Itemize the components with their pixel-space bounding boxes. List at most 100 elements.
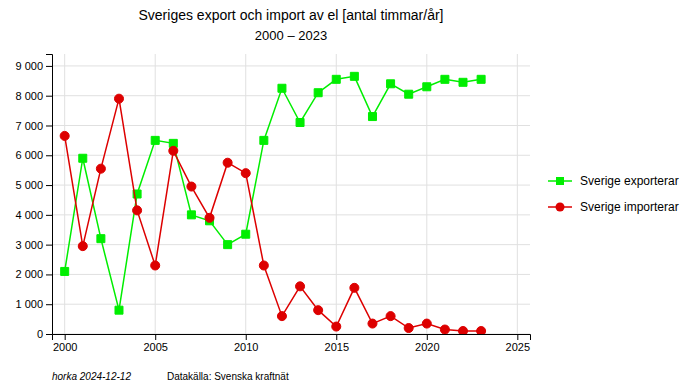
tick-label: 7 000 — [15, 120, 43, 132]
marker — [423, 83, 431, 91]
legend-label: Sverige exporterar — [580, 174, 679, 188]
legend-item: Sverige importerar — [548, 200, 679, 214]
tick: 2005 — [143, 334, 167, 353]
tick: 1 000 — [15, 298, 52, 310]
tick-label: 6 000 — [15, 149, 43, 161]
marker — [242, 230, 250, 238]
marker — [151, 136, 159, 144]
plot: 20002005201020152020202501 0002 0003 000… — [15, 54, 530, 353]
marker — [459, 78, 467, 86]
grid-line — [336, 54, 337, 334]
marker — [241, 169, 250, 178]
tick: 0 — [37, 328, 52, 340]
marker — [477, 75, 485, 83]
grid-line — [64, 54, 65, 334]
grid-line — [426, 54, 427, 334]
tick: 6 000 — [15, 149, 52, 161]
tick-mark — [46, 96, 52, 97]
grid-line — [52, 95, 530, 96]
marker — [79, 154, 87, 162]
tick-mark — [46, 334, 52, 335]
marker — [96, 164, 105, 173]
tick: 4 000 — [15, 209, 52, 221]
tick-mark — [46, 245, 52, 246]
tick: 3 000 — [15, 239, 52, 251]
marker — [169, 146, 178, 155]
marker — [296, 119, 304, 127]
tick-mark — [246, 334, 247, 340]
tick: 2020 — [415, 334, 439, 353]
tick-label: 2010 — [234, 341, 258, 353]
marker — [404, 324, 413, 333]
marker — [368, 319, 377, 328]
y-axis: 0 1 000 2 000 3 000 4 000 5 000 6 000 7 000 8 00… — [15, 55, 52, 341]
tick-label: 2005 — [143, 341, 167, 353]
tick-label: 4 000 — [15, 209, 43, 221]
tick-label: 2025 — [506, 341, 530, 353]
grid — [52, 54, 530, 334]
tick: 5 000 — [15, 179, 52, 191]
tick-label: 1 000 — [15, 298, 43, 310]
tick-mark — [46, 274, 52, 275]
tick-mark — [46, 215, 52, 216]
marker — [314, 89, 322, 97]
tick-mark — [65, 334, 66, 340]
grid-line — [245, 54, 246, 334]
tick-mark — [46, 66, 52, 67]
tick: 2 000 — [15, 268, 52, 280]
legend-symbol — [556, 177, 564, 185]
marker — [97, 235, 105, 243]
axis-line — [53, 335, 531, 341]
line — [65, 76, 481, 310]
tick-label: 8 000 — [15, 90, 43, 102]
marker — [314, 306, 323, 315]
grid-line — [52, 185, 530, 186]
marker — [278, 84, 286, 92]
grid-line — [52, 214, 530, 215]
marker — [151, 261, 160, 270]
marker — [477, 327, 486, 334]
marker — [441, 75, 449, 83]
legend: Sverige exporterar Sverige importerar — [548, 174, 679, 214]
tick-mark — [517, 334, 518, 340]
tick-mark — [427, 334, 428, 340]
marker — [332, 322, 341, 331]
grid-line — [52, 65, 530, 66]
tick-label: 9 000 — [15, 60, 43, 72]
title: Sveriges export och import av el [antal … — [138, 7, 443, 23]
grid-line — [155, 54, 156, 334]
tick-label: 2020 — [415, 341, 439, 353]
tick-label: 2015 — [325, 341, 349, 353]
tick-label: 3 000 — [15, 239, 43, 251]
tick-label: 0 — [37, 328, 43, 340]
marker — [187, 182, 196, 191]
legend-item: Sverige exporterar — [548, 174, 679, 188]
marker — [259, 261, 268, 270]
annotation: Datakälla: Svenska kraftnät — [167, 371, 289, 382]
chart: 20002005201020152020202501 0002 0003 000… — [0, 0, 700, 388]
marker — [115, 306, 123, 314]
tick-mark — [46, 304, 52, 305]
tick: 2010 — [234, 334, 258, 353]
axis-line — [46, 55, 53, 335]
grid-line — [52, 304, 530, 305]
marker — [350, 283, 359, 292]
tick-label: 5 000 — [15, 179, 43, 191]
tick-mark — [46, 185, 52, 186]
marker — [223, 158, 232, 167]
marker — [405, 90, 413, 98]
marker — [187, 211, 195, 219]
annotation: horka 2024-12-12 — [52, 371, 131, 382]
tick: 2015 — [325, 334, 349, 353]
grid-line — [52, 274, 530, 275]
marker — [440, 325, 449, 334]
marker — [296, 282, 305, 291]
marker — [133, 206, 142, 215]
marker — [386, 312, 395, 321]
tick-mark — [336, 334, 337, 340]
marks — [60, 72, 485, 334]
marker — [332, 75, 340, 83]
grid-line — [517, 54, 518, 334]
legend-label: Sverige importerar — [580, 200, 679, 214]
marker — [114, 94, 123, 103]
